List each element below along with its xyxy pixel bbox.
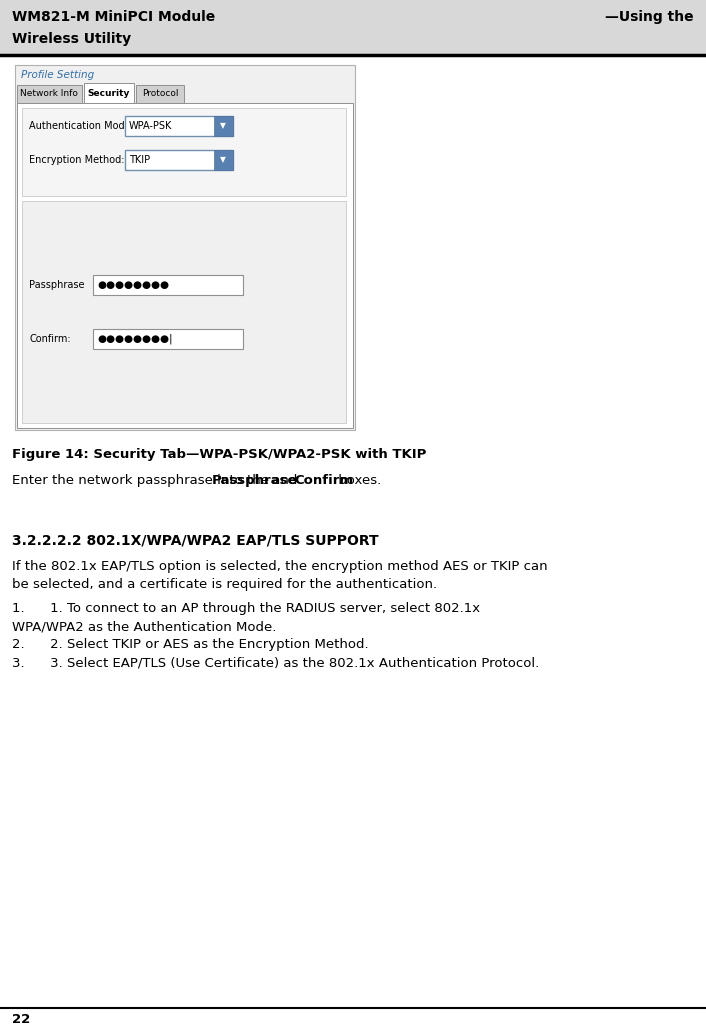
- Bar: [15, 65, 355, 430]
- Bar: [22, 201, 346, 423]
- Text: be selected, and a certificate is required for the authentication.: be selected, and a certificate is requir…: [12, 578, 437, 591]
- Text: WPA-PSK: WPA-PSK: [129, 121, 172, 131]
- Text: Authentication Mode:: Authentication Mode:: [29, 121, 134, 131]
- Text: 1.      1. To connect to an AP through the RADIUS server, select 802.1x: 1. 1. To connect to an AP through the RA…: [12, 602, 480, 615]
- Text: boxes.: boxes.: [334, 474, 381, 487]
- Text: Confirm:: Confirm:: [29, 334, 71, 344]
- Bar: [17, 103, 353, 428]
- Text: Encryption Method:: Encryption Method:: [29, 154, 124, 165]
- Text: If the 802.1x EAP/TLS option is selected, the encryption method AES or TKIP can: If the 802.1x EAP/TLS option is selected…: [12, 560, 548, 573]
- Bar: [0, 0, 706, 55]
- Bar: [84, 83, 134, 103]
- Text: WPA/WPA2 as the Authentication Mode.: WPA/WPA2 as the Authentication Mode.: [12, 620, 276, 633]
- Text: WM821-M MiniPCI Module: WM821-M MiniPCI Module: [12, 10, 215, 24]
- Text: Network Info: Network Info: [20, 90, 78, 99]
- Bar: [93, 275, 243, 296]
- Text: Enter the network passphrase into the: Enter the network passphrase into the: [12, 474, 273, 487]
- Bar: [125, 150, 233, 170]
- Text: ●●●●●●●●: ●●●●●●●●: [97, 280, 169, 290]
- Text: 2.      2. Select TKIP or AES as the Encryption Method.: 2. 2. Select TKIP or AES as the Encrypti…: [12, 638, 369, 651]
- Bar: [93, 329, 243, 348]
- Text: ▼: ▼: [220, 122, 226, 131]
- Bar: [214, 150, 233, 170]
- Text: Wireless Utility: Wireless Utility: [12, 32, 131, 46]
- Text: Passphrase: Passphrase: [212, 474, 297, 487]
- Text: 22: 22: [12, 1012, 30, 1026]
- Text: TKIP: TKIP: [129, 154, 150, 165]
- Bar: [125, 116, 233, 136]
- Text: Protocol: Protocol: [142, 90, 178, 99]
- Text: 3.2.2.2.2 802.1X/WPA/WPA2 EAP/TLS SUPPORT: 3.2.2.2.2 802.1X/WPA/WPA2 EAP/TLS SUPPOR…: [12, 534, 378, 548]
- Text: Figure 14: Security Tab—WPA-PSK/WPA2-PSK with TKIP: Figure 14: Security Tab—WPA-PSK/WPA2-PSK…: [12, 448, 426, 461]
- Text: Security: Security: [88, 89, 130, 98]
- Bar: [214, 116, 233, 136]
- Bar: [136, 85, 184, 103]
- Text: Profile Setting: Profile Setting: [21, 70, 94, 80]
- Text: and: and: [268, 474, 301, 487]
- Text: ●●●●●●●●|: ●●●●●●●●|: [97, 334, 173, 344]
- Text: —Using the: —Using the: [605, 10, 694, 24]
- Text: 3.      3. Select EAP/TLS (Use Certificate) as the 802.1x Authentication Protoco: 3. 3. Select EAP/TLS (Use Certificate) a…: [12, 656, 539, 670]
- Text: Confirm: Confirm: [294, 474, 354, 487]
- Text: Passphrase: Passphrase: [29, 280, 85, 290]
- Bar: [17, 85, 82, 103]
- Bar: [22, 108, 346, 196]
- Text: ▼: ▼: [220, 156, 226, 165]
